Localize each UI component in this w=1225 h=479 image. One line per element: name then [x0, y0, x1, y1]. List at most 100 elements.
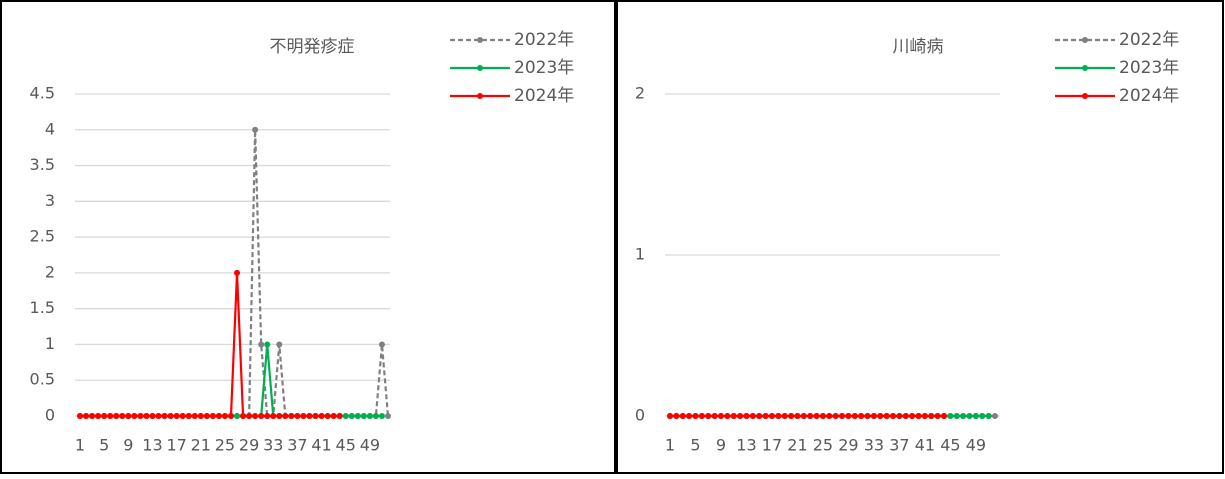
- data-point: [768, 413, 775, 419]
- y-tick-label: 3.5: [30, 155, 55, 174]
- data-point: [354, 413, 361, 419]
- data-point: [864, 413, 871, 419]
- data-point: [896, 413, 903, 419]
- y-tick-label: 1.5: [30, 298, 55, 317]
- y-tick-label: 4.5: [30, 84, 55, 103]
- data-point: [131, 413, 138, 419]
- data-point: [113, 413, 120, 419]
- x-tick-label: 37: [889, 436, 909, 455]
- x-tick-label: 17: [166, 436, 186, 455]
- data-point: [985, 413, 992, 419]
- data-point: [209, 413, 216, 419]
- data-point: [270, 413, 277, 419]
- data-point: [167, 413, 174, 419]
- data-point: [921, 413, 928, 419]
- data-point: [902, 413, 909, 419]
- panel-border: [616, 0, 1224, 474]
- data-point: [246, 413, 253, 419]
- data-point: [717, 413, 724, 419]
- x-tick-label: 41: [915, 436, 935, 455]
- data-point: [300, 413, 307, 419]
- data-point: [101, 413, 108, 419]
- data-point: [781, 413, 788, 419]
- data-point: [288, 413, 295, 419]
- data-point: [318, 413, 325, 419]
- y-tick-label: 0: [635, 406, 645, 425]
- legend-label: 2023年: [514, 58, 574, 78]
- data-point: [851, 413, 858, 419]
- data-point: [667, 413, 673, 419]
- data-point: [992, 413, 998, 419]
- data-point: [330, 413, 337, 419]
- legend-marker: [477, 93, 483, 99]
- data-point: [794, 413, 801, 419]
- x-tick-label: 37: [287, 436, 307, 455]
- data-point: [800, 413, 807, 419]
- data-point: [972, 413, 979, 419]
- data-point: [258, 341, 265, 348]
- data-point: [185, 413, 192, 419]
- data-point: [826, 413, 833, 419]
- legend-label: 2022年: [1119, 30, 1179, 50]
- data-point: [934, 413, 941, 419]
- data-point: [336, 413, 343, 419]
- data-point: [119, 413, 126, 419]
- data-point: [89, 413, 96, 419]
- data-point: [77, 413, 83, 419]
- x-tick-label: 25: [215, 436, 235, 455]
- data-point: [276, 413, 283, 419]
- y-tick-label: 2.5: [30, 227, 55, 246]
- data-point: [264, 413, 271, 419]
- data-point: [234, 269, 241, 276]
- x-tick-label: 41: [311, 436, 331, 455]
- legend-label: 2022年: [514, 30, 574, 50]
- data-point: [960, 413, 967, 419]
- data-point: [832, 413, 839, 419]
- x-tick-label: 45: [940, 436, 960, 455]
- data-point: [385, 413, 391, 419]
- y-tick-label: 2: [45, 262, 55, 281]
- data-point: [276, 341, 283, 348]
- x-tick-label: 5: [99, 436, 109, 455]
- data-point: [143, 413, 150, 419]
- data-point: [155, 413, 162, 419]
- x-tick-label: 5: [690, 436, 700, 455]
- legend-marker: [1082, 93, 1088, 99]
- y-tick-label: 3: [45, 191, 55, 210]
- data-point: [197, 413, 204, 419]
- x-tick-label: 9: [123, 436, 133, 455]
- legend-label: 2024年: [514, 86, 574, 106]
- data-point: [686, 413, 693, 419]
- chart-title: 川崎病: [893, 37, 944, 57]
- data-point: [775, 413, 782, 419]
- legend-label: 2024年: [1119, 86, 1179, 106]
- legend-label: 2023年: [1119, 58, 1179, 78]
- x-tick-label: 1: [75, 436, 85, 455]
- data-point: [252, 126, 259, 133]
- x-tick-label: 25: [813, 436, 833, 455]
- data-point: [858, 413, 865, 419]
- data-point: [221, 413, 228, 419]
- data-point: [679, 413, 686, 419]
- y-tick-label: 1: [635, 245, 645, 264]
- data-point: [258, 413, 265, 419]
- panel-border: [0, 0, 616, 474]
- data-point: [372, 413, 379, 419]
- data-point: [95, 413, 102, 419]
- data-point: [306, 413, 313, 419]
- data-point: [870, 413, 877, 419]
- y-tick-label: 0.5: [30, 370, 55, 389]
- x-tick-label: 1: [665, 436, 675, 455]
- data-point: [877, 413, 884, 419]
- data-point: [737, 413, 744, 419]
- legend-marker: [477, 65, 483, 71]
- data-point: [149, 413, 156, 419]
- data-point: [698, 413, 705, 419]
- data-point: [227, 413, 234, 419]
- data-point: [928, 413, 935, 419]
- x-tick-label: 21: [191, 436, 211, 455]
- x-tick-label: 13: [142, 436, 162, 455]
- y-tick-label: 1: [45, 334, 55, 353]
- data-point: [234, 413, 241, 419]
